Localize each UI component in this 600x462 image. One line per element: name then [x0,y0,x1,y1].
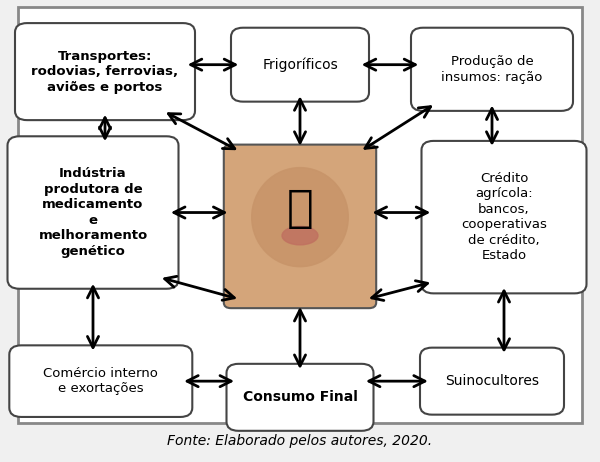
Text: Suinocultores: Suinocultores [445,374,539,388]
Ellipse shape [252,168,348,267]
Text: Frigoríficos: Frigoríficos [262,57,338,72]
Text: Crédito
agrícola:
bancos,
cooperativas
de crédito,
Estado: Crédito agrícola: bancos, cooperativas d… [461,172,547,262]
FancyBboxPatch shape [411,28,573,111]
Text: Transportes:
rodovias, ferrovias,
aviões e portos: Transportes: rodovias, ferrovias, aviões… [31,49,179,94]
Text: Consumo Final: Consumo Final [242,390,358,404]
FancyBboxPatch shape [420,347,564,415]
FancyBboxPatch shape [231,28,369,102]
Text: Indústria
produtora de
medicamento
e
melhoramento
genético: Indústria produtora de medicamento e mel… [38,167,148,258]
Ellipse shape [282,226,318,245]
Text: Fonte: Elaborado pelos autores, 2020.: Fonte: Elaborado pelos autores, 2020. [167,434,433,448]
FancyBboxPatch shape [224,145,376,308]
Text: 🐷: 🐷 [287,187,313,230]
FancyBboxPatch shape [227,364,374,431]
FancyBboxPatch shape [18,7,582,423]
FancyBboxPatch shape [15,23,195,120]
Text: Produção de
insumos: ração: Produção de insumos: ração [442,55,542,84]
FancyBboxPatch shape [421,141,586,293]
Text: Comércio interno
e exortações: Comércio interno e exortações [43,367,158,395]
FancyBboxPatch shape [7,136,179,289]
FancyBboxPatch shape [10,346,193,417]
